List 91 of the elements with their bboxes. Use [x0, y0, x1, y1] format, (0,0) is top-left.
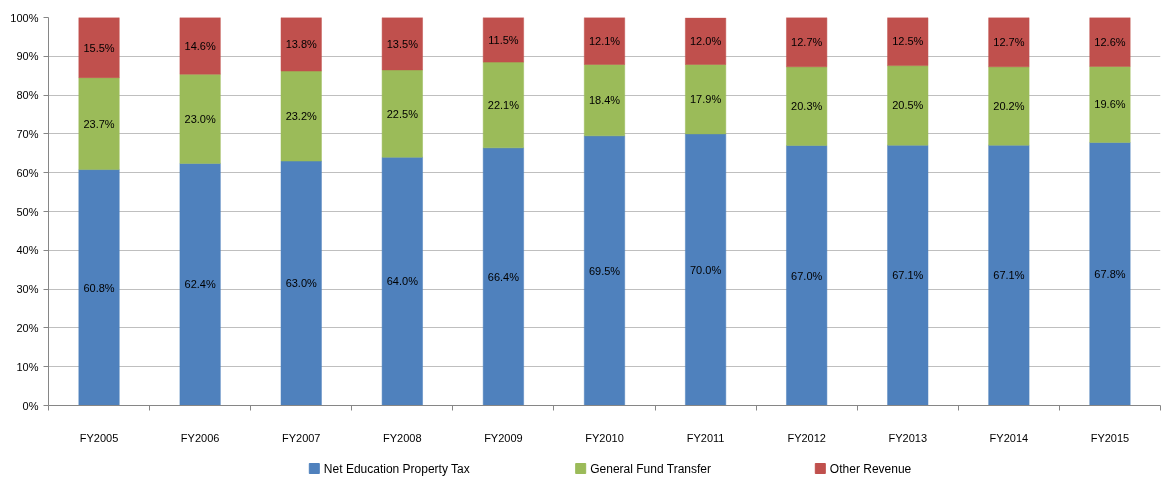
- x-tick-label: FY2014: [989, 431, 1029, 444]
- x-tick-label: FY2008: [383, 431, 422, 444]
- data-label: 20.2%: [993, 99, 1025, 112]
- bar: [78, 77, 120, 170]
- data-label: 62.4%: [184, 278, 216, 291]
- y-tick-label: 80%: [16, 89, 39, 102]
- data-label: 20.5%: [892, 99, 924, 112]
- y-tick-label: 0%: [22, 399, 39, 412]
- bar: [78, 17, 120, 78]
- data-label: 22.1%: [487, 98, 520, 111]
- y-tick-label: 60%: [16, 166, 39, 179]
- x-tick-label: FY2005: [79, 431, 119, 444]
- bar: [786, 145, 828, 406]
- bar: [786, 66, 828, 146]
- y-tick-label: 20%: [16, 321, 39, 334]
- bar: [988, 66, 1030, 146]
- y-tick-label: 90%: [16, 50, 39, 63]
- data-label: 15.5%: [83, 41, 115, 54]
- data-label: 19.6%: [1094, 98, 1126, 111]
- data-label: 66.4%: [487, 270, 520, 283]
- x-tick-label: FY2015: [1090, 431, 1130, 444]
- y-tick-label: 50%: [16, 205, 39, 218]
- y-tick-label: 30%: [16, 283, 39, 296]
- bar: [584, 64, 625, 137]
- y-tick-label: 70%: [16, 127, 39, 140]
- data-label: 11.5%: [488, 33, 519, 46]
- x-tick-label: FY2009: [484, 431, 523, 444]
- bar: [1089, 66, 1131, 143]
- data-label: 23.7%: [83, 117, 115, 130]
- bar: [786, 17, 828, 68]
- x-tick-label: FY2006: [180, 431, 220, 444]
- data-label: 12.5%: [892, 35, 924, 48]
- bar: [685, 133, 727, 406]
- data-label: 12.6%: [1094, 35, 1126, 48]
- bar: [685, 17, 727, 65]
- data-label: 18.4%: [588, 94, 621, 107]
- bar: [280, 160, 322, 406]
- bar: [887, 144, 929, 406]
- x-tick-label: FY2012: [787, 431, 826, 444]
- data-label: 67.1%: [892, 269, 924, 282]
- bar: [179, 163, 221, 406]
- x-tick-label: FY2011: [686, 431, 725, 444]
- bar: [1089, 142, 1131, 406]
- legend-label: General Fund Transfer: [590, 461, 711, 476]
- bar: [482, 147, 524, 406]
- bar: [381, 17, 423, 71]
- bar: [887, 17, 929, 66]
- bar: [685, 64, 727, 135]
- bar: [179, 17, 221, 75]
- y-tick-label: 100%: [10, 11, 39, 24]
- bar: [988, 144, 1030, 406]
- data-label: 20.3%: [791, 100, 823, 113]
- bar: [584, 17, 625, 65]
- data-label: 12.1%: [588, 34, 621, 47]
- data-label: 23.2%: [285, 110, 318, 123]
- bar: [78, 169, 120, 406]
- bar: [482, 61, 524, 149]
- data-label: 13.5%: [386, 37, 419, 50]
- y-tick-label: 40%: [16, 244, 39, 257]
- bar: [381, 156, 423, 406]
- bar: [988, 17, 1030, 68]
- data-label: 67.8%: [1094, 267, 1126, 280]
- data-label: 13.8%: [285, 38, 318, 51]
- data-label: 12.0%: [690, 35, 722, 48]
- data-label: 23.0%: [184, 112, 216, 125]
- x-tick-label: FY2013: [888, 431, 928, 444]
- data-label: 12.7%: [993, 36, 1025, 49]
- data-label: 70.0%: [690, 263, 722, 276]
- x-tick-label: FY2010: [585, 431, 624, 444]
- bar: [381, 69, 423, 158]
- data-label: 60.8%: [83, 281, 115, 294]
- x-tick-label: FY2007: [281, 431, 321, 444]
- bar: [280, 70, 322, 162]
- data-label: 67.0%: [791, 269, 823, 282]
- data-label: 63.0%: [285, 277, 318, 290]
- data-label: 64.0%: [386, 275, 419, 288]
- data-label: 12.7%: [791, 36, 823, 49]
- bar: [887, 65, 929, 146]
- legend-label: Net Education Property Tax: [323, 461, 470, 476]
- data-label: 69.5%: [588, 264, 621, 277]
- bar: [280, 17, 322, 72]
- data-label: 22.5%: [386, 107, 419, 120]
- legend-label: Other Revenue: [829, 461, 912, 476]
- bar: [179, 73, 221, 164]
- data-label: 67.1%: [993, 269, 1025, 282]
- data-label: 17.9%: [690, 93, 722, 106]
- bar: [1089, 17, 1131, 67]
- data-label: 14.6%: [184, 39, 216, 52]
- y-tick-label: 10%: [16, 360, 39, 373]
- bar: [584, 135, 625, 406]
- bar: [482, 17, 524, 63]
